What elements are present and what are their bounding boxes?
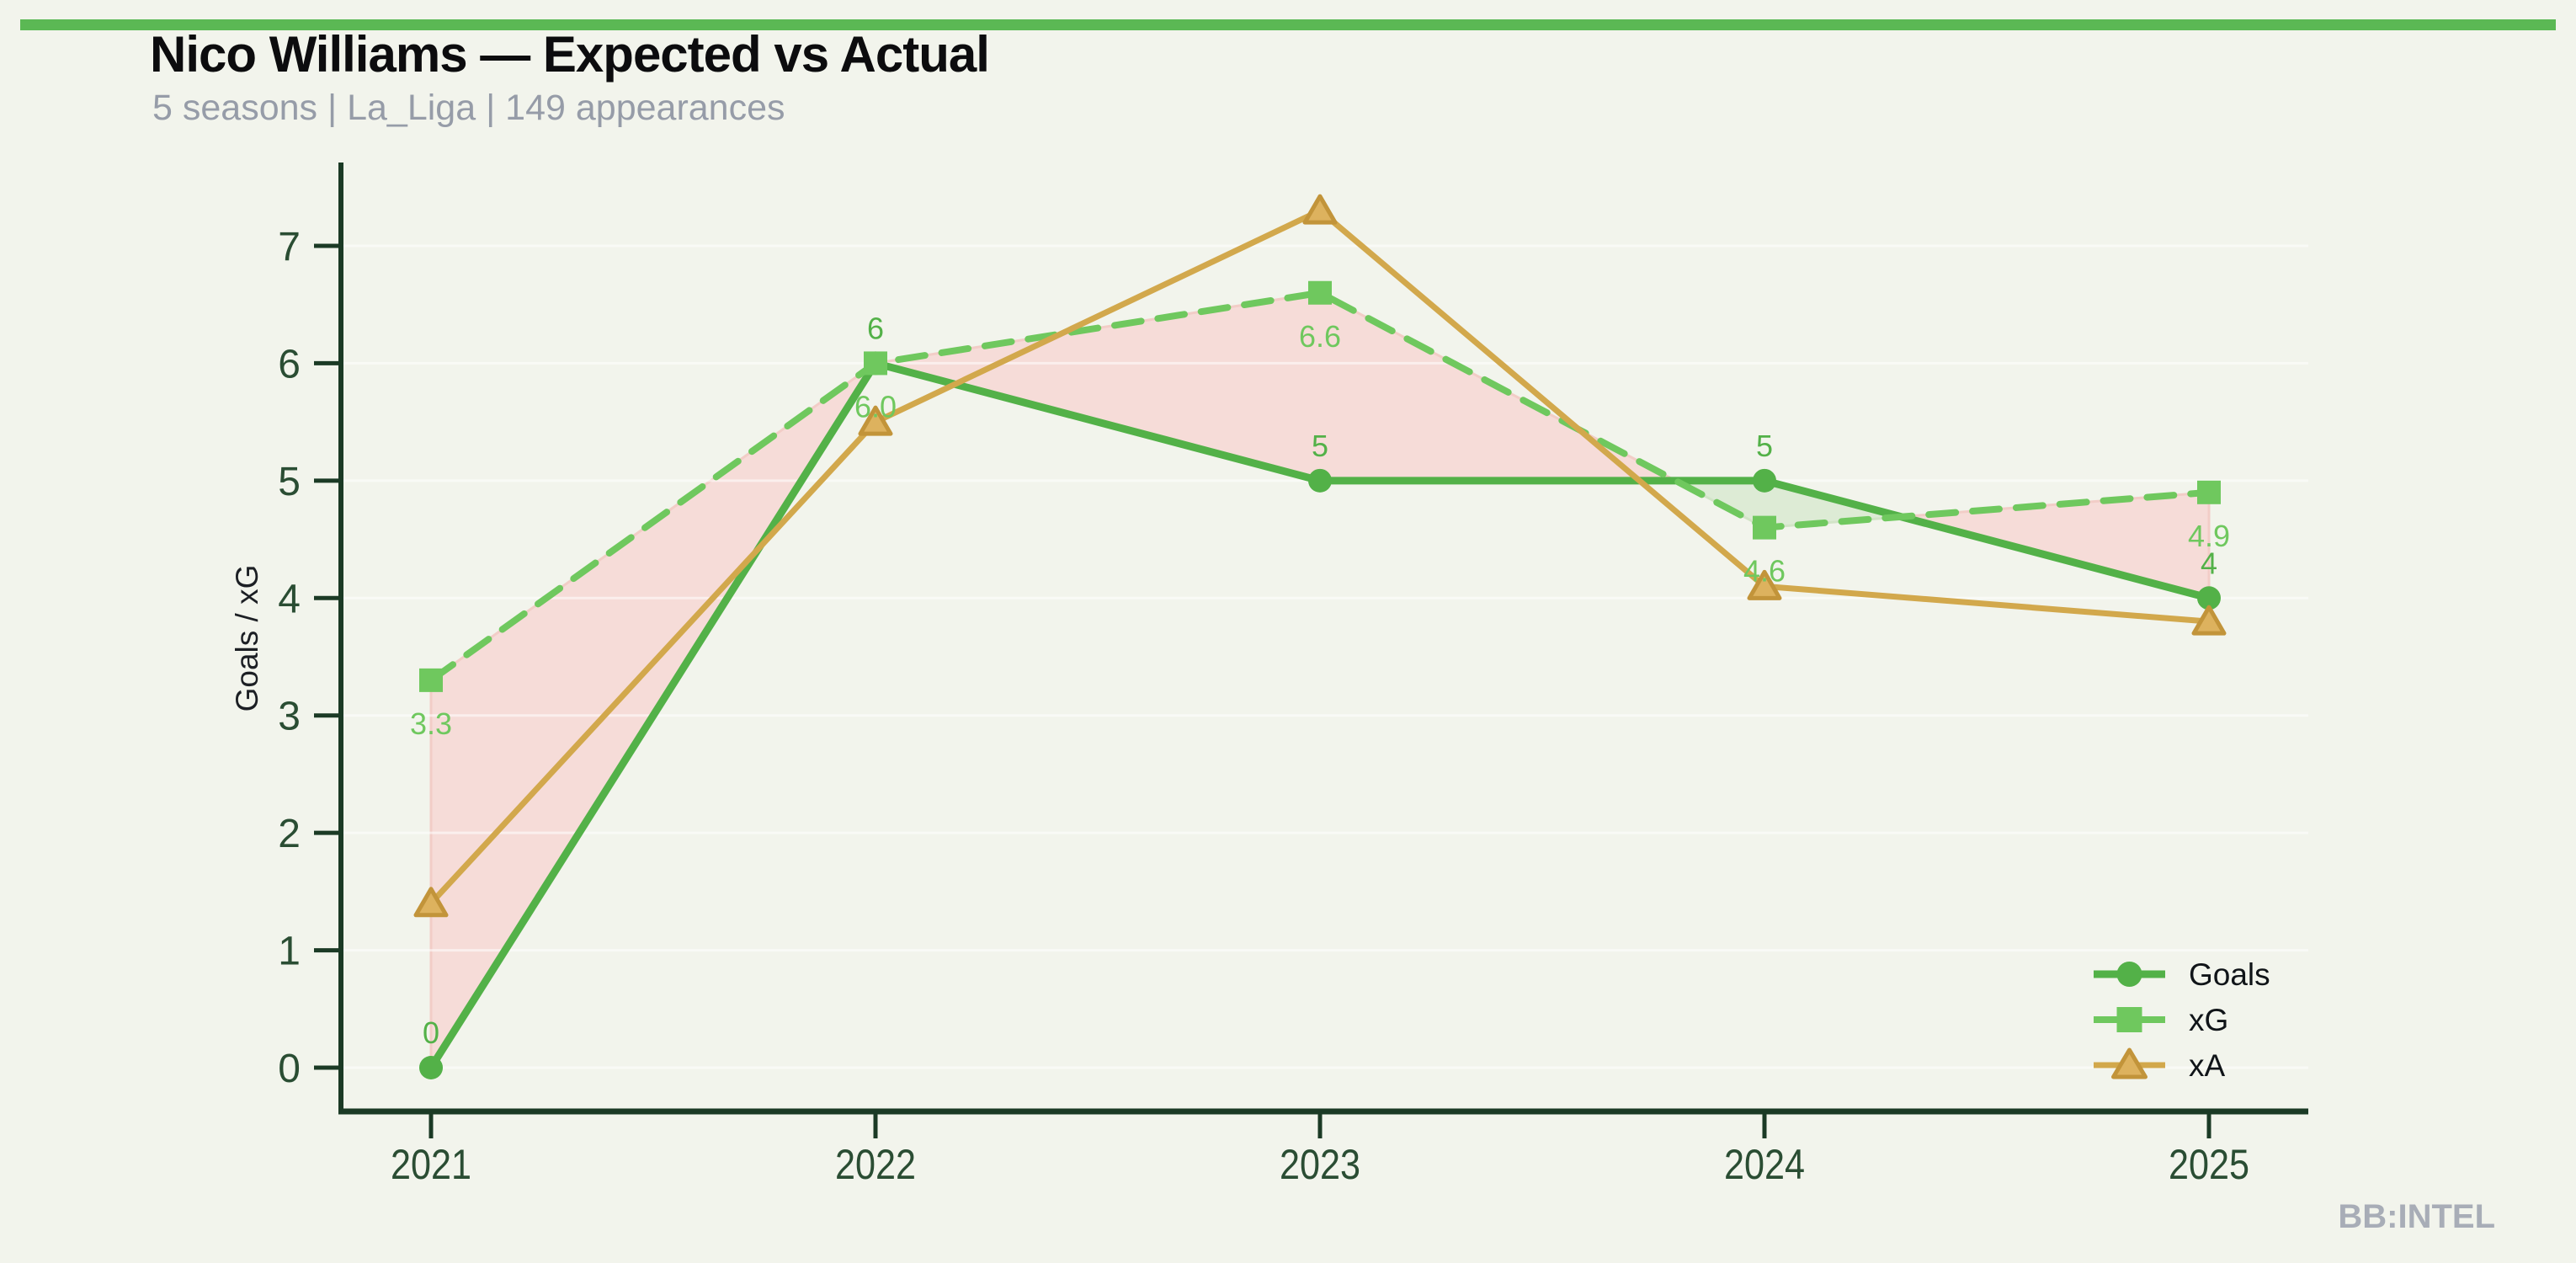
y-tick-label-6: 6 [278, 342, 301, 386]
axes: 0 1 2 3 4 5 6 7 2021 2022 2023 2024 2025 Goals / xG [230, 163, 2308, 1188]
series-xg [419, 280, 2221, 692]
xg-marker-2023 [1308, 280, 1332, 305]
goals-marker-2025 [2197, 586, 2221, 610]
series-xa [413, 194, 2227, 918]
y-tick-label-0: 0 [278, 1047, 301, 1091]
y-tick-label-4: 4 [278, 577, 301, 621]
x-tick-label-2024: 2024 [1724, 1141, 1805, 1188]
y-tick-label-7: 7 [278, 225, 301, 269]
xg-line [428, 289, 2212, 684]
xa-marker-2024 [1747, 569, 1782, 600]
x-tick-label-2022: 2022 [835, 1141, 916, 1188]
goals-marker-2024 [1753, 468, 1776, 493]
goals-value-label-2021: 0 [423, 1015, 439, 1050]
goals-value-label-2025: 4 [2201, 546, 2217, 580]
x-tick-label-2023: 2023 [1280, 1141, 1360, 1188]
gridlines [341, 244, 2308, 1069]
page-subtitle: 5 seasons | La_Liga | 149 appearances [152, 88, 785, 128]
xg-value-label-2021: 3.3 [410, 706, 452, 741]
legend-label-xg: xG [2189, 1003, 2228, 1037]
goals-marker-2021 [419, 1056, 443, 1079]
data-labels: 0 6 5 5 4 3.3 6.0 6.6 4.6 4.9 [410, 311, 2230, 1050]
y-tick-label-3: 3 [278, 695, 301, 739]
goals-value-label-2024: 5 [1756, 429, 1773, 463]
legend-circle-marker [2116, 962, 2142, 987]
x-tick-label-2025: 2025 [2169, 1141, 2249, 1188]
xg-value-label-2023: 6.6 [1299, 319, 1341, 354]
goals-value-label-2022: 6 [867, 311, 884, 345]
xg-value-label-2022: 6.0 [854, 389, 897, 424]
accent-bar [20, 19, 2556, 30]
legend: Goals xG xA [2094, 957, 2270, 1083]
xg-marker-2021 [419, 668, 443, 692]
xa-marker-2025 [2191, 605, 2227, 636]
page-title: Nico Williams — Expected vs Actual [150, 26, 990, 83]
xa-marker-2022 [858, 405, 893, 436]
xg-marker-2025 [2197, 480, 2221, 504]
xg-value-label-2025: 4.9 [2188, 519, 2230, 553]
xg-marker-2024 [1753, 515, 1776, 540]
y-axis-title: Goals / xG [230, 565, 264, 712]
legend-label-goals: Goals [2189, 957, 2270, 992]
y-tick-label-5: 5 [278, 460, 301, 504]
legend-triangle-marker [2111, 1047, 2148, 1079]
xg-marker-2022 [864, 351, 887, 376]
watermark: BB:INTEL [2338, 1198, 2495, 1235]
y-tick-label-2: 2 [278, 812, 301, 856]
goals-marker-2023 [1308, 468, 1332, 493]
legend-square-marker [2116, 1007, 2142, 1032]
x-tick-label-2021: 2021 [391, 1141, 471, 1188]
goals-value-label-2023: 5 [1312, 429, 1328, 463]
xa-marker-2021 [413, 887, 449, 918]
y-tick-label-1: 1 [278, 930, 301, 974]
legend-label-xa: xA [2189, 1048, 2226, 1083]
xa-marker-2023 [1302, 194, 1338, 225]
xg-value-label-2024: 4.6 [1743, 554, 1786, 589]
